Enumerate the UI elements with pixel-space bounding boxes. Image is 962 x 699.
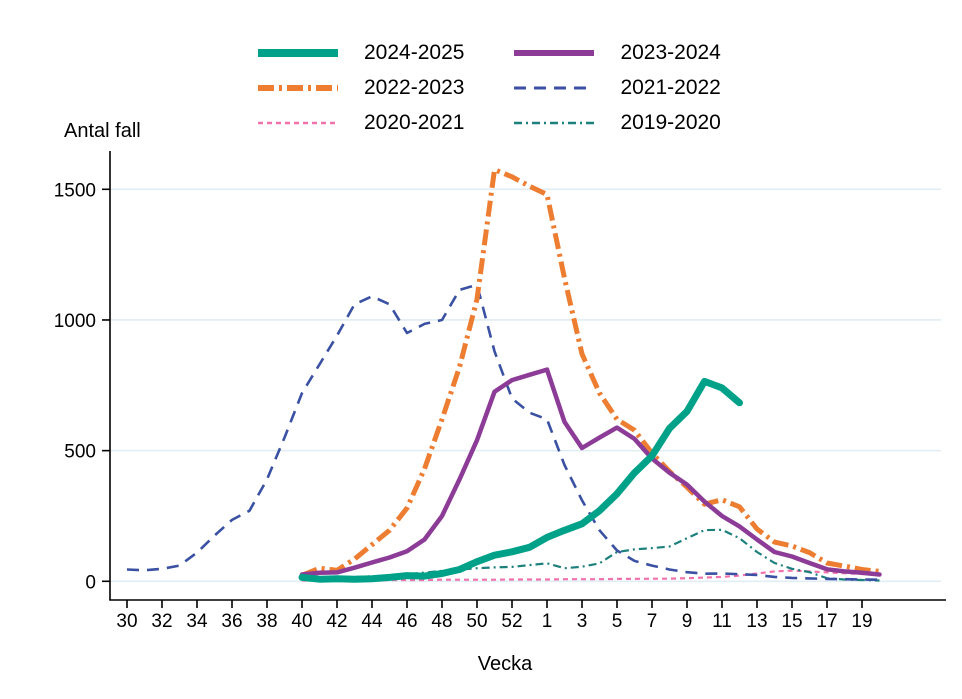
series-line-2020-2021 [302, 569, 880, 582]
x-tick-label: 1 [542, 611, 553, 632]
legend-item-2022-2023: 2022-2023 [258, 75, 464, 101]
x-tick-label: 50 [466, 611, 487, 632]
legend-item-2020-2021: 2020-2021 [258, 110, 464, 136]
legend: 2024-2025 2023-2024 2022-2023 2021-2022 2020… [258, 40, 721, 136]
legend-label-2022-2023: 2022-2023 [364, 76, 465, 99]
series-line-2022-2023 [301, 167, 880, 578]
y-tick-label: 500 [64, 442, 96, 463]
x-tick-label: 32 [151, 611, 172, 632]
x-tick-label: 42 [326, 611, 347, 632]
series-line-2023-2024 [299, 367, 882, 577]
x-tick-label: 36 [221, 611, 242, 632]
legend-item-2023-2024: 2023-2024 [514, 40, 721, 66]
x-tick-label: 44 [361, 611, 383, 632]
series-line-2024-2025 [298, 377, 743, 583]
legend-label-2021-2022: 2021-2022 [620, 76, 721, 99]
x-tick-label: 13 [746, 611, 767, 632]
x-tick-label: 38 [256, 611, 277, 632]
x-tick-label: 19 [851, 611, 872, 632]
y-tick-label: 1500 [54, 180, 96, 201]
x-tick-label: 52 [501, 611, 522, 632]
legend-label-2023-2024: 2023-2024 [620, 41, 721, 64]
legend-key-2024-2025 [258, 49, 338, 57]
series-line-2021-2022 [126, 283, 880, 581]
x-tick-label: 9 [682, 611, 693, 632]
y-tick-label: 1000 [54, 311, 96, 332]
legend-key-2020-2021 [258, 121, 338, 125]
series-lines [126, 167, 882, 583]
legend-label-2019-2020: 2019-2020 [620, 111, 721, 134]
x-tick-label: 17 [816, 611, 837, 632]
legend-item-2024-2025: 2024-2025 [258, 40, 464, 66]
legend-key-2023-2024 [514, 50, 595, 56]
legend-label-2020-2021: 2020-2021 [364, 111, 465, 134]
x-tick-label: 34 [186, 611, 208, 632]
legend-key-2021-2022 [514, 86, 595, 90]
x-tick-label: 30 [116, 611, 137, 632]
legend-key-2019-2020 [514, 121, 595, 125]
legend-item-2019-2020: 2019-2020 [514, 110, 721, 136]
legend-item-2021-2022: 2021-2022 [514, 75, 721, 101]
x-tick-label: 5 [612, 611, 623, 632]
gridlines [110, 188, 941, 583]
y-tick-label: 0 [85, 572, 96, 593]
x-tick-label: 11 [712, 611, 732, 632]
x-tick-label: 48 [431, 611, 452, 632]
x-tick-label: 7 [647, 611, 658, 632]
legend-key-2022-2023 [258, 85, 338, 91]
x-tick-label: 40 [291, 611, 312, 632]
x-tick-label: 15 [781, 611, 802, 632]
legend-label-2024-2025: 2024-2025 [364, 41, 465, 64]
x-tick-label: 46 [396, 611, 417, 632]
x-tick-label: 3 [577, 611, 588, 632]
x-axis-title: Vecka [478, 653, 533, 675]
y-axis-title: Antal fall [64, 120, 141, 142]
